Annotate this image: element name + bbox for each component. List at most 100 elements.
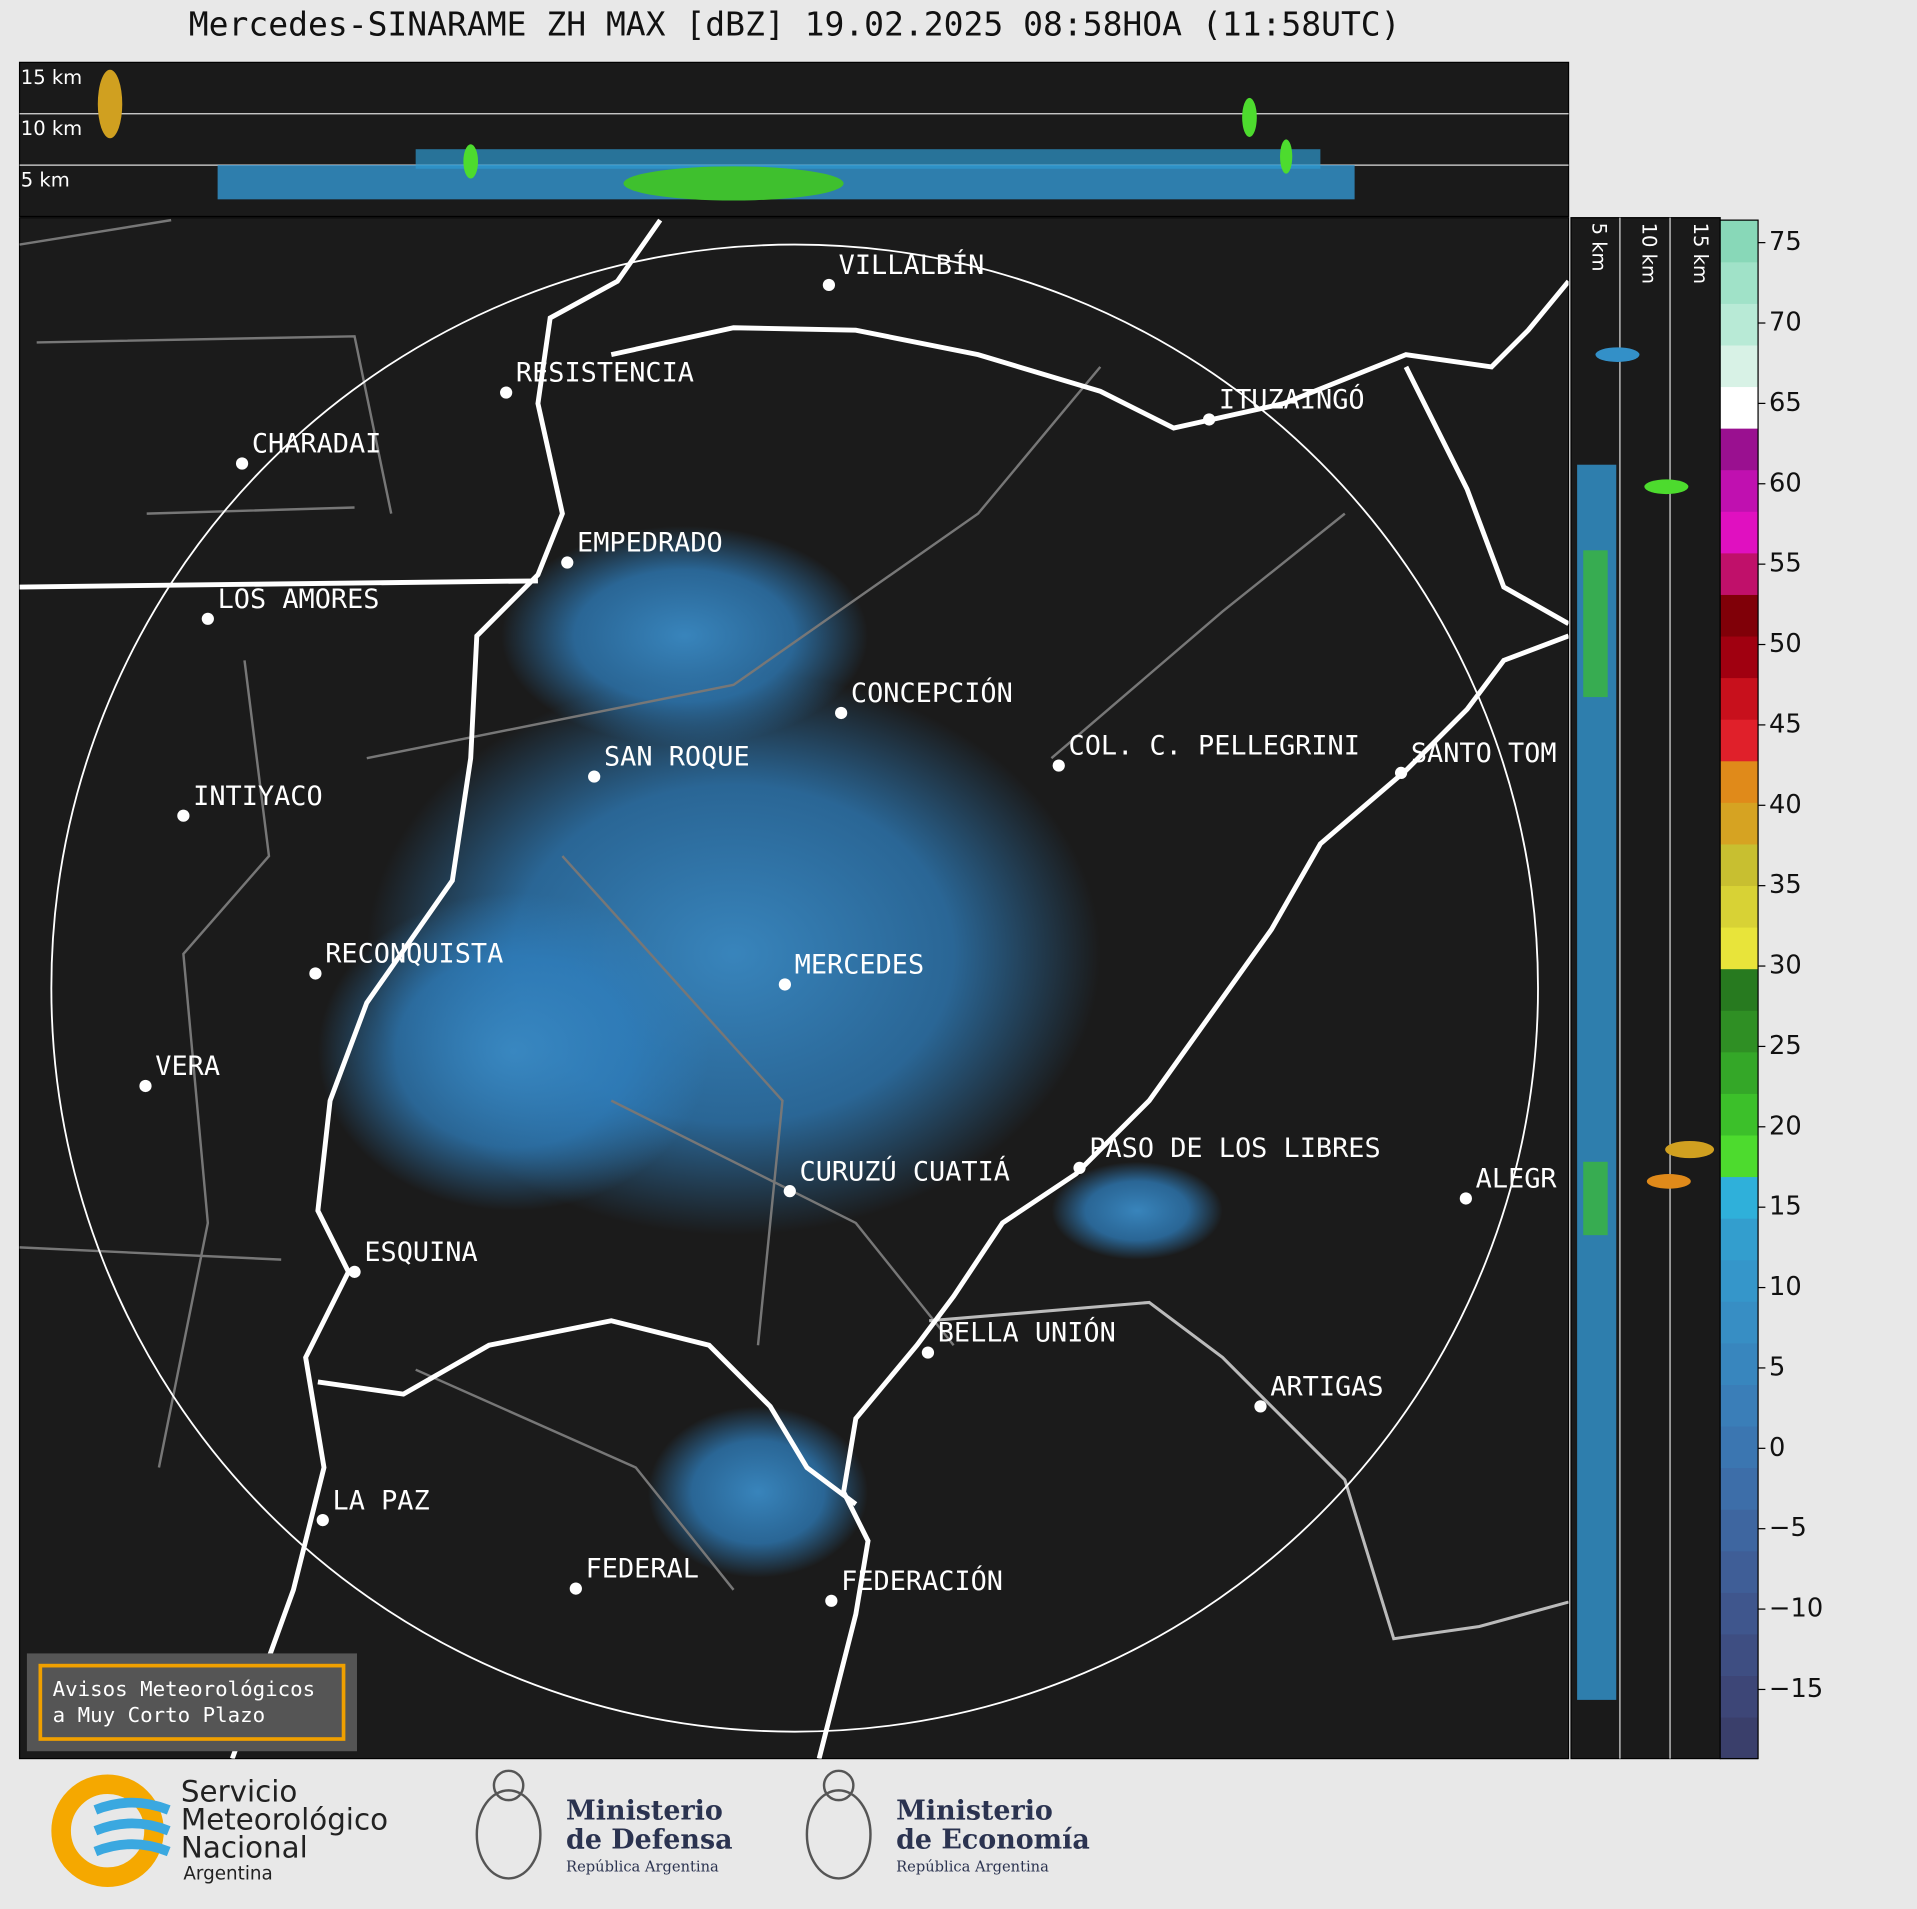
logo-text: de Economía <box>896 1825 1090 1856</box>
city-label: FEDERACIÓN <box>841 1565 1003 1597</box>
colorbar-band <box>1720 594 1759 637</box>
city-label: ALEGR <box>1476 1164 1558 1195</box>
city-label: RESISTENCIA <box>516 358 694 389</box>
colorbar-tick-label: 0 <box>1769 1433 1785 1463</box>
colorbar-tick-label: 45 <box>1769 709 1802 739</box>
city-dot <box>309 967 322 980</box>
logo-text: de Defensa <box>566 1825 732 1856</box>
height-label: 5 km <box>1587 223 1610 272</box>
logo-text: Nacional <box>181 1831 308 1865</box>
colorbar-band <box>1720 1467 1759 1510</box>
city-dot <box>316 1513 329 1527</box>
city-dot <box>235 457 249 470</box>
colorbar-tick-label: 40 <box>1769 790 1802 820</box>
city-dot <box>835 706 848 720</box>
map-layer: VILLALBÍN RESISTENCIA CHARADAI ITUZAINGÓ EMP… <box>19 218 1569 1759</box>
city-label: ITUZAINGÓ <box>1219 384 1365 416</box>
city-label: VILLALBÍN <box>839 249 985 281</box>
colorbar-tick-label: 55 <box>1769 549 1802 579</box>
colorbar-band <box>1720 719 1759 762</box>
colorbar-band <box>1720 1633 1759 1677</box>
city-label: RECONQUISTA <box>325 939 503 970</box>
city-dot <box>921 1346 935 1359</box>
city-dot <box>1254 1400 1267 1413</box>
city-label: COL. C. PELLEGRINI <box>1069 731 1360 762</box>
city-label: PASO DE LOS LIBRES <box>1089 1133 1380 1164</box>
city-label: BELLA UNIÓN <box>938 1317 1116 1349</box>
city-label: SAN ROQUE <box>604 742 750 773</box>
city-dot <box>1203 413 1216 426</box>
colorbar-band <box>1720 344 1759 388</box>
colorbar-band <box>1720 1716 1759 1760</box>
colorbar-tick-label: 25 <box>1769 1031 1802 1061</box>
city-label: CURUZÚ CUATIÁ <box>800 1155 1010 1187</box>
colorbar-band <box>1720 1259 1759 1302</box>
colorbar-band <box>1720 469 1759 512</box>
city-dot <box>139 1079 152 1093</box>
colorbar-band <box>1720 1592 1759 1635</box>
city-label: CHARADAI <box>252 429 382 460</box>
colorbar-band <box>1720 885 1759 928</box>
colorbar-band <box>1720 1425 1759 1469</box>
notice-text: a Muy Corto Plazo <box>53 1703 266 1727</box>
logo-text: Servicio <box>181 1774 297 1808</box>
colorbar-tick-label: 75 <box>1769 227 1802 257</box>
title: Mercedes-SINARAME ZH MAX [dBZ] 19.02.202… <box>189 4 1401 43</box>
city-dot <box>783 1185 796 1198</box>
city-dot <box>561 556 574 569</box>
logo-text: Ministerio <box>566 1795 723 1826</box>
colorbar-band <box>1720 511 1759 554</box>
city-dot <box>177 809 190 822</box>
colorbar-band <box>1720 802 1759 845</box>
colorbar-tick-label: 50 <box>1769 629 1802 659</box>
city-label: ARTIGAS <box>1270 1372 1383 1403</box>
logo-text: República Argentina <box>896 1858 1049 1875</box>
colorbar-band <box>1720 303 1759 346</box>
city-dot <box>1459 1192 1472 1205</box>
colorbar-tick-label: 20 <box>1769 1111 1802 1141</box>
colorbar-band <box>1720 386 1759 429</box>
city-dot <box>348 1265 361 1278</box>
colorbar-band <box>1720 261 1759 304</box>
colorbar: −15 −10 −5 0 5 10 15 20 25 30 35 40 45 50 55 60 65 70 75 <box>1719 219 1823 1760</box>
city-dot <box>500 386 513 399</box>
city-label: SANTO TOM <box>1411 738 1557 769</box>
colorbar-band <box>1720 1051 1759 1094</box>
colorbar-band <box>1720 1301 1759 1344</box>
colorbar-tick-label: 35 <box>1769 870 1802 900</box>
colorbar-tick-label: −5 <box>1769 1513 1807 1543</box>
logo-text: Ministerio <box>896 1795 1053 1826</box>
city-dot <box>822 278 836 292</box>
logo-text: República Argentina <box>566 1858 719 1875</box>
top-echoes <box>97 69 1355 201</box>
colorbar-band <box>1720 1134 1759 1178</box>
colorbar-band <box>1720 968 1759 1011</box>
colorbar-band <box>1720 1509 1759 1552</box>
city-dot <box>1394 766 1408 780</box>
height-label: 15 km <box>21 66 82 89</box>
height-label: 15 km <box>1689 223 1712 284</box>
city-label: INTIYACO <box>193 781 323 812</box>
city-label: VERA <box>155 1051 220 1082</box>
colorbar-band <box>1720 428 1759 471</box>
logo-text: Meteorológico <box>181 1802 388 1836</box>
colorbar-band <box>1720 677 1759 720</box>
height-label: 10 km <box>1638 223 1661 284</box>
city-label: EMPEDRADO <box>577 528 723 559</box>
colorbar-band <box>1720 1218 1759 1261</box>
colorbar-band <box>1720 1342 1759 1385</box>
colorbar-band <box>1720 926 1759 970</box>
colorbar-tick-label: 65 <box>1769 388 1802 418</box>
city-label: MERCEDES <box>795 950 925 981</box>
colorbar-tick-label: 30 <box>1769 951 1802 981</box>
coat-of-arms <box>475 1769 872 1880</box>
city-dot <box>1052 759 1065 772</box>
smn-logo <box>51 1774 171 1887</box>
height-label: 5 km <box>21 168 70 191</box>
city-label: FEDERAL <box>586 1554 699 1585</box>
notice-text: Avisos Meteorológicos <box>53 1677 316 1701</box>
colorbar-band <box>1720 760 1759 803</box>
notice-border <box>38 1663 346 1741</box>
city-label: CONCEPCIÓN <box>851 677 1013 709</box>
